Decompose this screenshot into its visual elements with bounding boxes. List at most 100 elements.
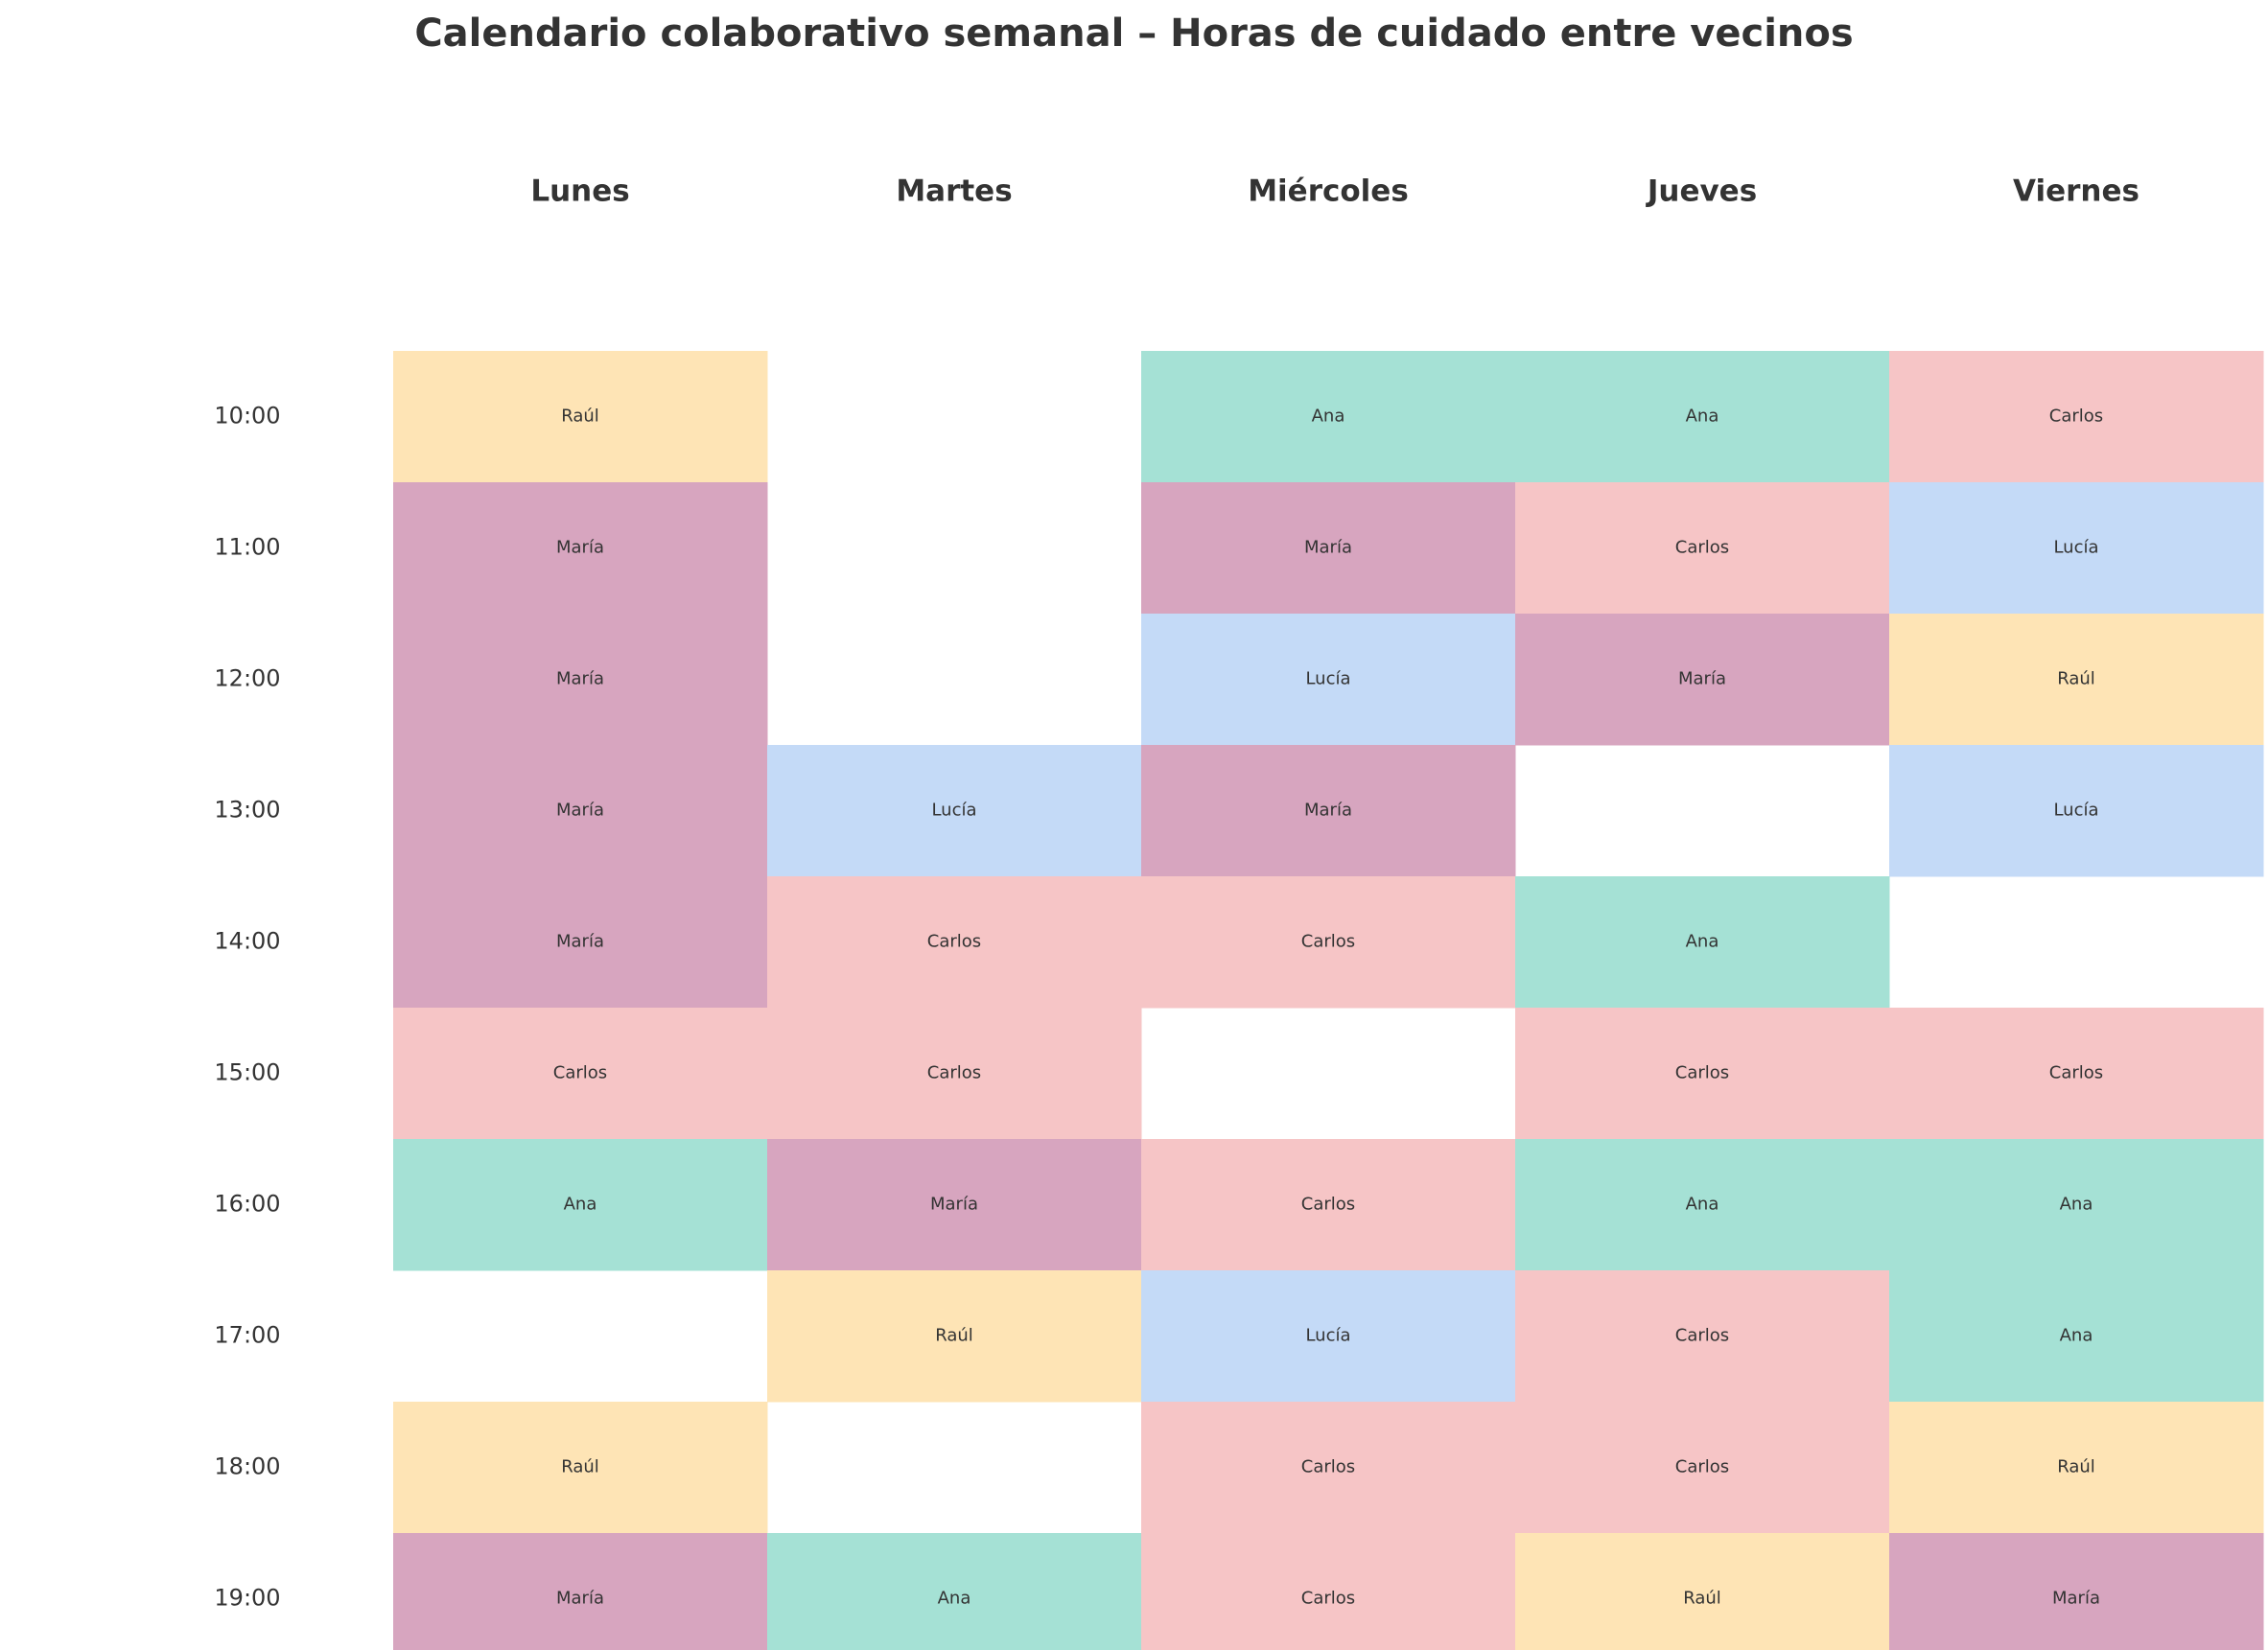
day-label: Miércoles [1248, 174, 1409, 209]
schedule-cell [1515, 1139, 1890, 1271]
cell-label: Lucía [2053, 538, 2098, 558]
cell-label: Carlos [1301, 1457, 1355, 1477]
time-label: 13:00 [214, 797, 280, 824]
schedule-cell [1515, 351, 1890, 483]
cell-label: María [556, 932, 604, 952]
schedule-cell [393, 1008, 768, 1140]
schedule-cell [1141, 1270, 1516, 1403]
cell-label: María [2052, 1589, 2100, 1609]
schedule-cell [393, 1533, 768, 1650]
cell-label: María [556, 1589, 604, 1609]
cell-label: Ana [2060, 1326, 2093, 1346]
schedule-cell [1515, 1533, 1890, 1650]
schedule-cell [767, 1533, 1142, 1650]
cell-label: Carlos [2049, 1063, 2103, 1083]
schedule-cell [1141, 482, 1516, 615]
cell-label: Lucía [931, 801, 976, 821]
cell-label: María [556, 669, 604, 689]
schedule-cell [393, 876, 768, 1009]
day-label: Martes [896, 174, 1012, 209]
cell-label: Carlos [1301, 1195, 1355, 1215]
cell-label: Carlos [1301, 1589, 1355, 1609]
cell-label: Carlos [1675, 1326, 1729, 1346]
schedule-cell [1141, 1139, 1516, 1271]
cell-label: Lucía [2053, 801, 2098, 821]
cell-label: Ana [1686, 932, 1719, 952]
schedule-cell [1141, 876, 1516, 1009]
schedule-cell [767, 1270, 1142, 1403]
time-label: 10:00 [214, 403, 280, 430]
schedule-cell [767, 876, 1142, 1009]
chart-title: Calendario colaborativo semanal – Horas … [414, 12, 1854, 56]
cell-label: Ana [2060, 1195, 2093, 1215]
cell-label: Ana [1686, 1195, 1719, 1215]
cell-label: Carlos [1675, 1457, 1729, 1477]
cell-label: Carlos [927, 1063, 981, 1083]
cell-label: Raúl [1683, 1589, 1721, 1609]
schedule-cell [1889, 482, 2264, 615]
schedule-cell [1141, 1402, 1516, 1534]
time-label: 18:00 [214, 1453, 280, 1480]
schedule-cell [393, 614, 768, 746]
time-label: 17:00 [214, 1322, 280, 1349]
schedule-cell [1141, 614, 1516, 746]
day-labels: Lunes Martes Miércoles Jueves Viernes [530, 174, 2139, 209]
schedule-cells: Raúl Ana Ana Carlos María María Carlos Lucía Mar… [393, 351, 2264, 1650]
cell-label: Raúl [2057, 1457, 2095, 1477]
schedule-cell [1141, 1533, 1516, 1650]
cell-label: Raúl [2057, 669, 2095, 689]
time-labels: 10:00 11:00 12:00 13:00 14:00 15:00 16:00 17:00… [214, 403, 280, 1612]
cell-label: Carlos [1675, 538, 1729, 558]
schedule-cell [393, 745, 768, 877]
cell-label: Ana [564, 1195, 597, 1215]
schedule-cell [1889, 1270, 2264, 1403]
schedule-cell [1889, 1402, 2264, 1534]
time-label: 15:00 [214, 1059, 280, 1086]
schedule-cell [1515, 614, 1890, 746]
schedule-cell [1515, 482, 1890, 615]
day-label: Viernes [2013, 174, 2139, 209]
time-label: 19:00 [214, 1585, 280, 1612]
schedule-cell [1515, 1402, 1890, 1534]
cell-label: Raúl [561, 407, 599, 427]
schedule-cell [1889, 745, 2264, 877]
schedule-cell [1515, 1008, 1890, 1140]
cell-label: María [1678, 669, 1726, 689]
schedule-cell [767, 1008, 1142, 1140]
cell-label: María [1304, 538, 1352, 558]
schedule-cell [393, 1139, 768, 1271]
cell-label: Carlos [1301, 932, 1355, 952]
cell-label: Raúl [561, 1457, 599, 1477]
time-label: 16:00 [214, 1191, 280, 1218]
schedule-cell [1889, 1139, 2264, 1271]
cell-label: Carlos [2049, 407, 2103, 427]
schedule-cell [393, 1402, 768, 1534]
schedule-cell [1515, 1270, 1890, 1403]
schedule-cell [1141, 745, 1516, 877]
day-label: Lunes [530, 174, 629, 209]
schedule-cell [767, 745, 1142, 877]
schedule-cell [393, 351, 768, 483]
cell-label: Raúl [935, 1326, 973, 1346]
schedule-cell [1141, 351, 1516, 483]
time-label: 11:00 [214, 534, 280, 561]
cell-label: Lucía [1305, 669, 1350, 689]
schedule-cell [1889, 1008, 2264, 1140]
time-label: 12:00 [214, 665, 280, 692]
schedule-cell [1889, 614, 2264, 746]
cell-label: Ana [1312, 407, 1345, 427]
schedule-cell [1889, 351, 2264, 483]
cell-label: Carlos [553, 1063, 607, 1083]
schedule-cell [1889, 1533, 2264, 1650]
time-label: 14:00 [214, 928, 280, 955]
schedule-cell [393, 482, 768, 615]
schedule-cell [1515, 876, 1890, 1009]
day-label: Jueves [1646, 174, 1757, 209]
schedule-cell [767, 1139, 1142, 1271]
cell-label: Carlos [1675, 1063, 1729, 1083]
cell-label: Ana [1686, 407, 1719, 427]
cell-label: María [556, 801, 604, 821]
cell-label: María [930, 1195, 978, 1215]
cell-label: Lucía [1305, 1326, 1350, 1346]
